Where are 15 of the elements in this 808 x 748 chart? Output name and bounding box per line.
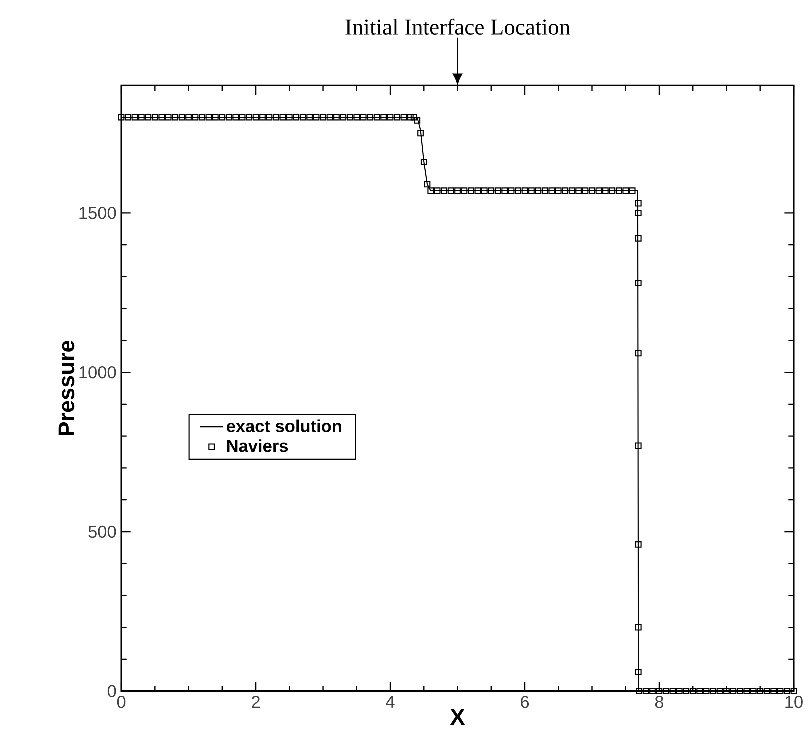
y-axis-title: Pressure <box>58 340 75 436</box>
x-tick-label: 0 <box>117 696 126 708</box>
text: Initial Interface Location <box>346 18 570 35</box>
legend-label: Naviers <box>227 440 288 452</box>
x-tick-label: 2 <box>252 696 260 708</box>
y-tick-label: 1000 <box>80 366 116 379</box>
x-tick-label: 4 <box>386 696 395 708</box>
x-tick-label: 10 <box>786 696 803 708</box>
legend-label: exact solution <box>227 420 342 432</box>
y-tick-label: 500 <box>88 526 116 538</box>
x-tick-label: 6 <box>521 696 530 708</box>
y-tick-label: 1500 <box>80 207 116 220</box>
y-tick-label: 0 <box>108 685 116 698</box>
x-axis-title: X <box>450 709 466 725</box>
x-tick-label: 8 <box>655 696 664 708</box>
